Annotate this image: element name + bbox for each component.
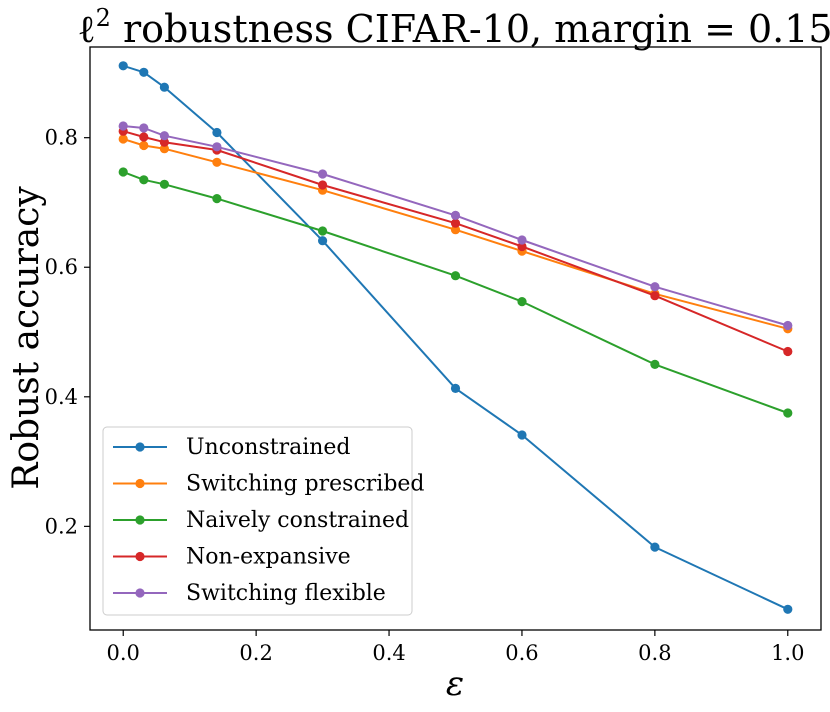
data-point (783, 320, 793, 331)
data-point (159, 131, 169, 141)
series-1 (118, 134, 793, 334)
legend-entry: Naively constrained (113, 508, 409, 533)
chart-title-rest: robustness CIFAR-10, margin = 0.15 (111, 7, 830, 51)
chart-title-prefix: ℓ (77, 7, 95, 51)
data-point (450, 383, 461, 393)
data-point (517, 241, 527, 252)
data-point (650, 282, 660, 292)
data-point (118, 134, 128, 144)
series-2 (118, 167, 793, 418)
data-point (450, 225, 461, 235)
legend-label: Switching flexible (186, 581, 386, 606)
plot-area (118, 61, 793, 614)
legend-entry: Unconstrained (113, 435, 351, 460)
data-point (139, 123, 149, 133)
y-tick-label: 0.4 (45, 385, 78, 409)
legend-entry: Non-expansive (113, 545, 351, 570)
data-point (783, 346, 793, 357)
data-point (318, 180, 328, 190)
x-axis-label: ε (446, 664, 464, 704)
data-point (450, 271, 461, 281)
data-point (650, 359, 660, 369)
legend-swatch-marker (135, 551, 145, 562)
data-point (650, 542, 660, 552)
y-tick-label: 0.2 (45, 514, 78, 538)
data-point (159, 144, 169, 154)
data-point (450, 210, 461, 220)
data-point (118, 121, 128, 131)
x-tick-label: 0.0 (107, 641, 140, 665)
legend-swatch-marker (135, 588, 145, 598)
x-tick-label: 1.0 (771, 641, 804, 665)
data-point (517, 430, 527, 440)
data-point (139, 67, 149, 77)
axes-frame (89, 46, 822, 631)
y-axis: 0.2 0.4 0.6 0.8 (45, 126, 90, 538)
data-point (783, 604, 793, 614)
legend-label: Non-expansive (186, 545, 351, 570)
data-point (783, 408, 793, 418)
legend-label: Unconstrained (186, 435, 351, 460)
x-tick-label: 0.6 (505, 641, 538, 665)
data-point (118, 167, 128, 177)
legend-entry: Switching flexible (113, 581, 386, 606)
data-point (159, 137, 169, 147)
data-point (318, 169, 328, 179)
legend-label: Switching prescribed (186, 472, 425, 497)
legend-swatch-marker (135, 515, 145, 525)
series-line (122, 171, 789, 414)
data-point (212, 127, 222, 138)
legend-label: Naively constrained (186, 508, 409, 533)
data-point (139, 140, 149, 151)
data-point (318, 236, 328, 246)
legend: Unconstrained Switching prescribed Naively… (102, 426, 425, 616)
legend-swatch-marker (135, 442, 145, 452)
series-4 (118, 121, 793, 331)
legend-swatch-marker (135, 478, 145, 489)
x-tick-label: 0.8 (638, 641, 671, 665)
data-point (139, 175, 149, 185)
data-point (318, 226, 328, 236)
data-point (159, 82, 169, 92)
data-point (212, 157, 222, 167)
data-point (517, 297, 527, 307)
data-point (650, 291, 660, 301)
data-point (517, 235, 527, 245)
data-point (118, 61, 128, 71)
chart-title: ℓ2 robustness CIFAR-10, margin = 0.15 (77, 4, 830, 51)
data-point (159, 179, 169, 189)
y-tick-label: 0.8 (45, 126, 78, 150)
data-point (450, 218, 461, 228)
y-tick-label: 0.6 (45, 255, 78, 279)
chart-title-superscript: 2 (96, 4, 111, 32)
series-0 (118, 61, 793, 614)
y-axis-label: Robust accuracy (6, 186, 47, 490)
legend-entry: Switching prescribed (113, 472, 425, 497)
x-axis: 0.0 0.2 0.4 0.6 0.8 1.0 (107, 630, 804, 665)
x-tick-label: 0.4 (372, 641, 405, 665)
data-point (212, 142, 222, 152)
data-point (139, 132, 149, 142)
data-point (212, 194, 222, 204)
legend-frame (102, 426, 413, 616)
x-tick-label: 0.2 (239, 641, 272, 665)
